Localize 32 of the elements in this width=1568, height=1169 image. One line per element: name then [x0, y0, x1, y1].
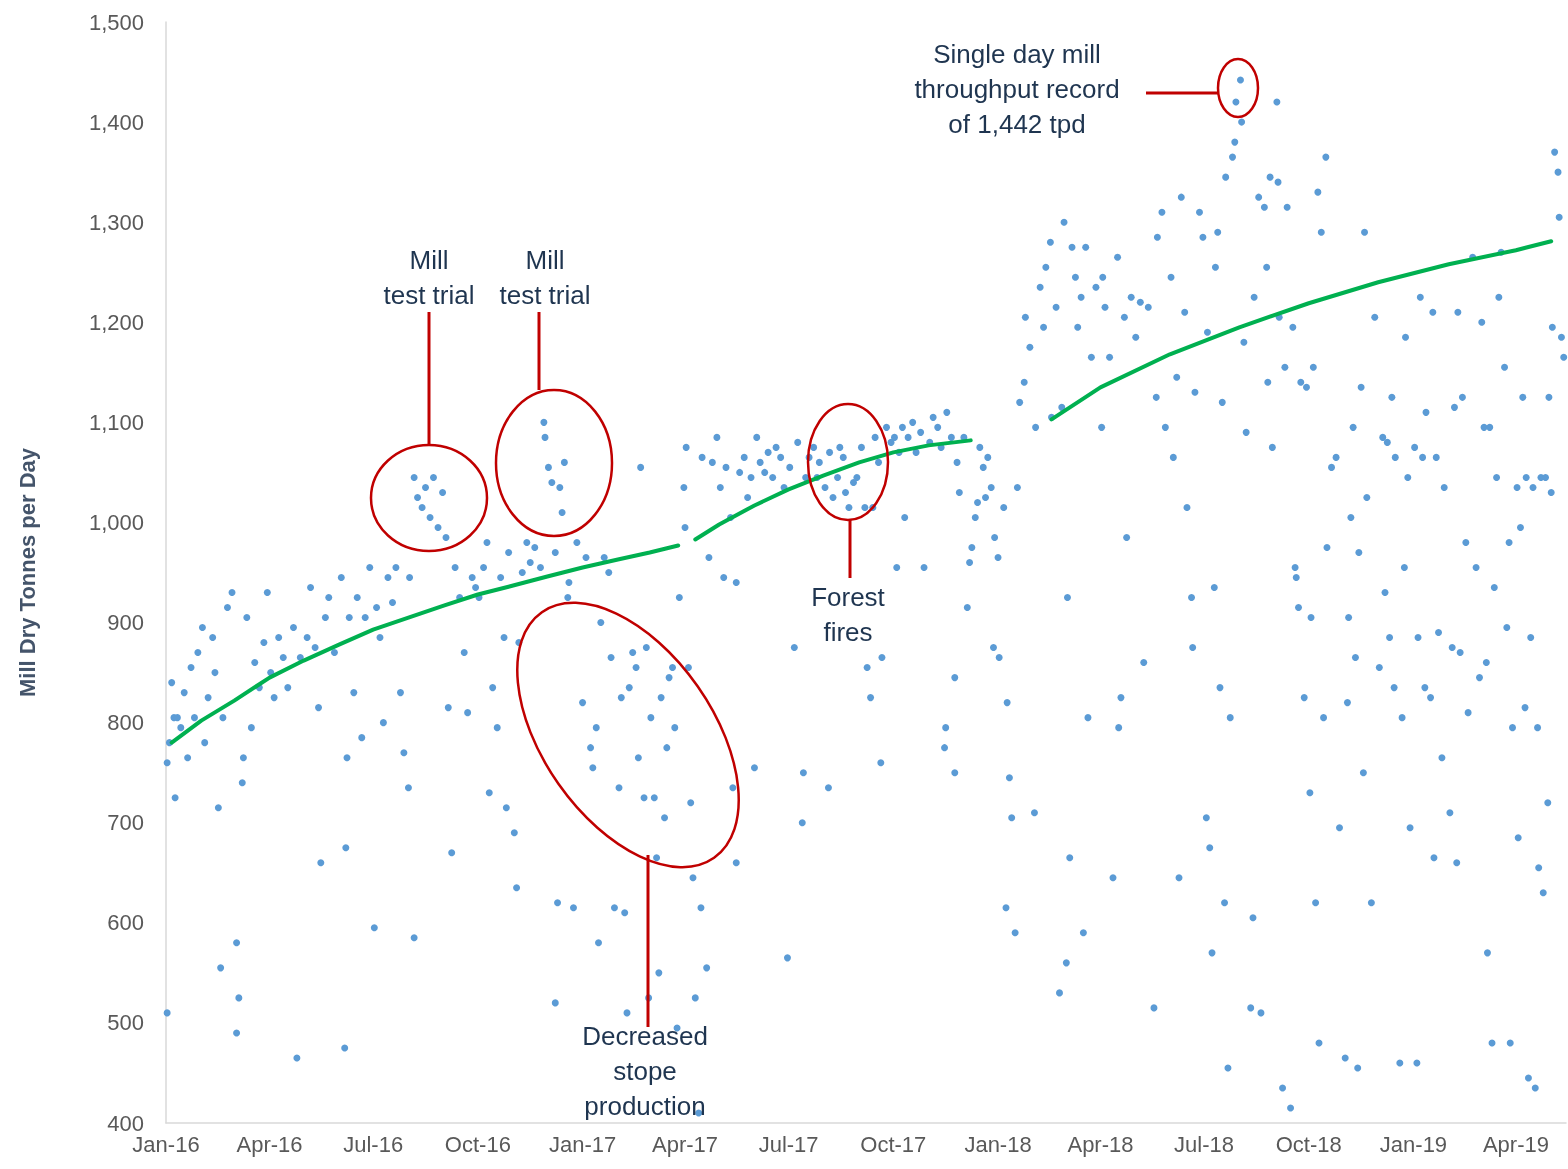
- x-tick-label: Jul-17: [758, 1131, 819, 1157]
- y-tick-label: 1,400: [88, 109, 144, 135]
- x-tick-label: Apr-19: [1482, 1131, 1549, 1157]
- x-tick-label: Jan-17: [548, 1131, 617, 1157]
- x-tick-label: Oct-18: [1275, 1131, 1342, 1157]
- y-tick-label: 500: [107, 1010, 144, 1036]
- x-tick-label: Jan-19: [1379, 1131, 1448, 1157]
- y-tick-label: 800: [107, 710, 144, 736]
- x-tick-label: Jul-16: [343, 1131, 404, 1157]
- line-series: [1049, 239, 1554, 422]
- x-tick-label: Apr-18: [1067, 1131, 1134, 1157]
- y-tick-label: 1,300: [88, 209, 144, 235]
- y-tick-label: 900: [107, 610, 144, 636]
- x-tick-label: Jul-18: [1174, 1131, 1235, 1157]
- y-tick-label: 1,500: [88, 9, 144, 35]
- y-tick-label: 700: [107, 810, 144, 836]
- y-axis-title: Mill Dry Tonnes per Day: [14, 447, 40, 697]
- x-tick-label: Oct-16: [444, 1131, 511, 1157]
- x-tick-label: Apr-16: [236, 1131, 303, 1157]
- x-tick-label: Apr-17: [652, 1131, 719, 1157]
- x-tick-label: Oct-17: [860, 1131, 927, 1157]
- annotation: Decreased stope production: [582, 1021, 708, 1121]
- line-series: [693, 438, 973, 542]
- annotation: Forest fires: [811, 581, 886, 647]
- y-tick-label: 600: [107, 910, 144, 936]
- x-tick-label: Jan-18: [964, 1131, 1032, 1157]
- y-tick-label: 1,100: [88, 409, 144, 435]
- annotation: Single day mill throughput record of 1,442 tpd: [914, 39, 1120, 139]
- y-tick-label: 1,200: [88, 309, 144, 335]
- annotation: Mill test trial: [499, 244, 591, 310]
- y-tick-label: 1,000: [88, 509, 144, 535]
- annotation: Mill test trial: [383, 244, 475, 310]
